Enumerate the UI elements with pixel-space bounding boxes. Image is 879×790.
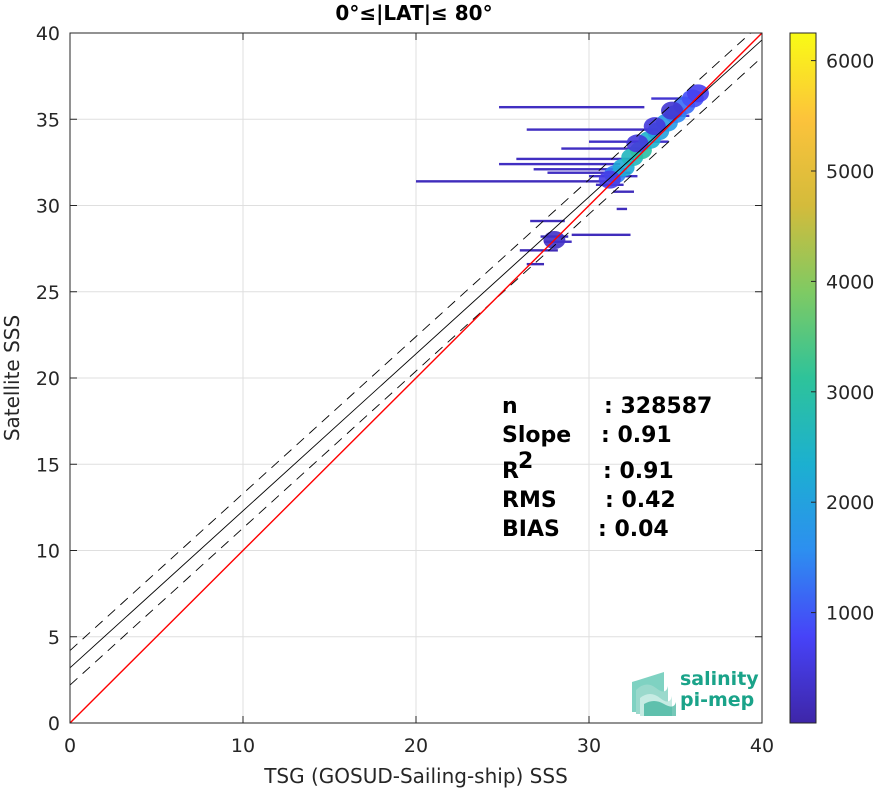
density-streak: [561, 147, 648, 150]
y-tick-label: 15: [36, 454, 60, 476]
stat-label: RMS: [502, 488, 557, 513]
x-tick-label: 40: [750, 735, 774, 757]
lower-bound-line: [70, 56, 762, 686]
density-streak: [526, 128, 659, 131]
logo-line-1: salinity: [680, 668, 759, 690]
x-tick-label: 30: [577, 735, 601, 757]
stat-value: : 0.91: [603, 459, 674, 484]
colorbar-tick-label: 4000: [826, 271, 874, 293]
density-streak: [519, 249, 558, 252]
colorbar: [789, 32, 817, 724]
y-tick-label: 40: [36, 23, 60, 45]
stat-value: : 328587: [604, 394, 712, 419]
y-tick-label: 35: [36, 109, 60, 131]
density-streak: [499, 162, 621, 166]
colorbar-tick-label: 1000: [826, 603, 874, 625]
density-cell: [598, 170, 621, 189]
stat-value: : 0.04: [598, 517, 669, 542]
colorbar-ticks: 1000 2000 3000 4000 5000 6000: [811, 51, 874, 625]
colorbar-tick-label: 3000: [826, 382, 874, 404]
density-streak: [533, 168, 628, 171]
density-streak: [613, 190, 634, 193]
statistics-box: n : 328587 Slope : 0.91 R 2 : 0.91 RMS : 0.42 BIA…: [502, 394, 712, 542]
stat-label: R: [502, 459, 519, 484]
colorbar-tick-label: 5000: [826, 161, 874, 183]
stat-label: n: [502, 394, 518, 419]
chart-title: 0°≤|LAT|≤ 80°: [335, 1, 492, 25]
y-tick-label: 5: [48, 627, 60, 649]
x-axis-label: TSG (GOSUD-Sailing-ship) SSS: [263, 764, 568, 788]
upper-bound-line: [70, 33, 752, 651]
x-tick-label: 20: [404, 735, 428, 757]
stat-value: : 0.42: [605, 488, 676, 513]
salinity-pi-mep-logo: salinity pi-mep: [632, 668, 759, 716]
colorbar-tick-label: 6000: [826, 51, 874, 73]
density-streak: [571, 233, 631, 237]
y-tick-label: 20: [36, 368, 60, 390]
y-tick-label: 30: [36, 196, 60, 218]
density-cell: [643, 117, 666, 136]
y-tick-label: 0: [48, 713, 60, 735]
density-streak: [416, 180, 607, 183]
reference-lines: [70, 33, 762, 723]
density-streak: [616, 207, 628, 211]
stat-superscript: 2: [518, 449, 533, 474]
stat-label: BIAS: [502, 517, 560, 542]
density-streak: [651, 97, 690, 100]
x-tick-label: 0: [64, 735, 76, 757]
density-streak: [516, 157, 634, 161]
regression-line: [70, 39, 762, 669]
stat-label: Slope: [502, 423, 571, 448]
colorbar-tick-label: 2000: [826, 492, 874, 514]
stat-value: : 0.91: [601, 423, 672, 448]
y-tick-label: 25: [36, 282, 60, 304]
y-tick-label: 10: [36, 541, 60, 563]
y-axis-label: Satellite SSS: [0, 315, 24, 441]
density-cell: [661, 101, 684, 120]
y-axis-ticks: 0 5 10 15 20 25 30 35 40: [36, 23, 762, 735]
x-tick-label: 10: [231, 735, 255, 757]
wave-logo-icon: [632, 672, 676, 716]
density-streak: [499, 105, 645, 109]
density-streak: [547, 171, 631, 174]
density-cloud: [416, 84, 709, 266]
logo-line-2: pi-mep: [680, 689, 754, 711]
density-streak: [530, 219, 565, 223]
identity-line: [70, 33, 762, 723]
density-streak: [526, 262, 545, 266]
x-axis-ticks: 0 10 20 30 40: [64, 33, 774, 757]
density-cell: [686, 84, 709, 103]
